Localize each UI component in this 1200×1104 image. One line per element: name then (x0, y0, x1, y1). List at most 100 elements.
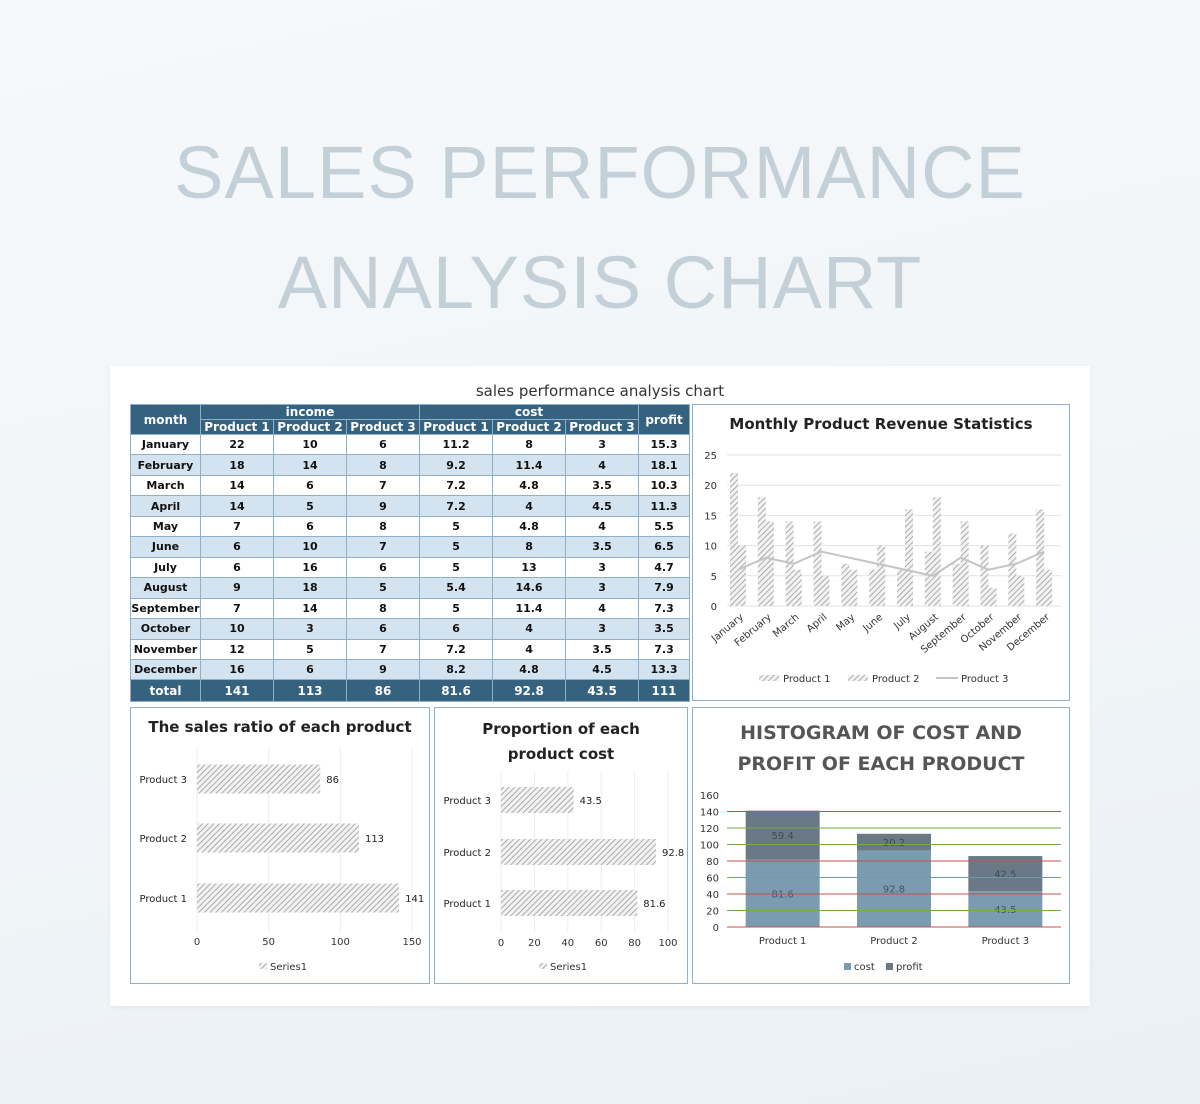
hero-title-line2: ANALYSIS CHART (277, 241, 923, 324)
table-cell: 9 (345, 495, 421, 517)
bar-product-1 (952, 563, 961, 606)
subheader-cost-product-3: Product 3 (565, 419, 640, 435)
legend-swatch-product-2 (848, 675, 868, 681)
legend-swatch-series1 (259, 963, 267, 969)
legend-swatch-profit (886, 963, 893, 970)
y-tick-label: 140 (700, 808, 719, 819)
table-cell: 3.5 (565, 474, 640, 497)
cost-profit-histogram-title: HISTOGRAM OF COST AND PROFIT OF EACH PRO… (693, 718, 1069, 780)
sales-ratio-chart-panel: The sales ratio of each product 0 50 100 15… (130, 707, 430, 984)
table-cell: 5 (419, 556, 494, 579)
bar-product-1 (1008, 533, 1017, 606)
table-cell: 3 (565, 577, 640, 599)
category-label: Product 2 (139, 834, 187, 845)
sheet-title: sales performance analysis chart (475, 382, 725, 400)
total-cell: 141 (200, 679, 274, 702)
legend-label-series1: Series1 (270, 962, 307, 973)
table-cell: 9 (200, 577, 274, 599)
bar-product-1 (841, 563, 850, 606)
y-tick-label: 60 (706, 874, 719, 885)
table-cell: 7 (345, 638, 421, 660)
data-label: 113 (365, 834, 384, 845)
table-cell: 10 (200, 618, 274, 640)
bar-profit-2 (857, 833, 931, 851)
bar-product-1 (730, 473, 738, 606)
y-tick-label: 100 (700, 841, 719, 852)
data-label-cost: 81.6 (772, 889, 794, 900)
line-product-3 (737, 550, 1045, 577)
data-label: 141 (405, 894, 424, 905)
legend-swatch-series1 (539, 963, 547, 969)
cost-profit-title-line1: HISTOGRAM OF COST AND (740, 722, 1022, 744)
bar-cost-2 (857, 850, 931, 927)
table-cell: 10 (273, 536, 347, 558)
table-cell: 4.5 (565, 495, 640, 517)
category-label: Product 1 (139, 894, 187, 905)
subheader-cost-product-2: Product 2 (492, 419, 567, 435)
category-label: Product 3 (443, 796, 491, 807)
table-cell: 7.3 (638, 597, 691, 620)
category-label: Product 1 (443, 899, 491, 910)
bar-product-2 (501, 839, 656, 865)
category-label: Product 2 (443, 848, 491, 859)
table-cell: 10 (273, 433, 347, 456)
bar-product-2 (849, 569, 858, 606)
table-cell: 13 (492, 556, 567, 579)
table-cell: 11.4 (492, 454, 567, 476)
table-cell: 6 (273, 658, 347, 681)
legend-label-series1: Series1 (550, 962, 587, 973)
table-cell: 7.3 (638, 638, 691, 660)
spreadsheet-sheet: sales performance analysis chart month i… (110, 366, 1090, 1006)
cost-proportion-title-line2: product cost (507, 745, 615, 763)
y-tick-label: 5 (711, 572, 717, 583)
sales-data-table: month income cost profit Product 1 Produ… (130, 404, 691, 702)
legend-label-profit: profit (896, 962, 923, 973)
table-cell: 8 (345, 454, 421, 476)
cost-proportion-title-line1: Proportion of each (482, 720, 640, 738)
table-cell: 6 (345, 556, 421, 579)
table-cell: 18 (273, 577, 347, 599)
table-cell: 4 (565, 597, 640, 620)
y-tick-label: 160 (700, 791, 719, 802)
table-cell: 6 (200, 556, 274, 579)
table-cell: 9.2 (419, 454, 494, 476)
table-cell: 14 (273, 597, 347, 620)
bar-product-2 (738, 545, 746, 606)
bar-product-2 (1016, 575, 1025, 606)
x-tick-label: 60 (595, 938, 608, 949)
x-tick-label: 50 (262, 937, 275, 948)
table-row: November 12 5 7 7.2 4 3.5 7.3 (130, 638, 691, 660)
x-tick-label: 0 (194, 937, 200, 948)
bar-product-1 (924, 551, 933, 606)
table-cell: 3 (565, 618, 640, 640)
table-cell: 7.2 (419, 495, 494, 517)
table-row: December 16 6 9 8.2 4.8 4.5 13.3 (130, 658, 691, 681)
table-cell: 10.3 (638, 474, 691, 497)
sales-ratio-chart: 0 50 100 150 Product 1 141 Product 2 113 Product… (139, 748, 424, 973)
bar-product-1 (1036, 509, 1045, 606)
y-tick-label: 10 (704, 542, 717, 553)
legend-swatch-product-1 (759, 675, 779, 681)
legend-label-cost: cost (854, 962, 875, 973)
table-cell: 5.4 (419, 577, 494, 599)
table-cell: 4 (492, 638, 567, 660)
table-cell: 4.8 (492, 515, 567, 538)
total-cell: 81.6 (419, 679, 494, 702)
header-income: income (199, 404, 421, 420)
table-cell: 4 (492, 495, 567, 517)
table-cell: 6 (273, 515, 347, 538)
hero-title-line1: SALES PERFORMANCE (174, 131, 1026, 214)
y-tick-label: 40 (706, 890, 719, 901)
cost-profit-histogram: 0 20 40 60 80 100 120 140 160 81.6 59.4 Product 1 92… (700, 791, 1061, 973)
table-cell: 14 (273, 454, 347, 476)
table-cell: 18.1 (638, 454, 691, 476)
y-tick-label: 20 (706, 907, 719, 918)
bar-profit-1 (745, 810, 820, 860)
legend-label-product-3: Product 3 (961, 674, 1009, 685)
bar-cost-1 (745, 859, 820, 927)
table-cell: 4.8 (492, 658, 567, 681)
row-month-cell: September (130, 597, 201, 620)
total-cell: 113 (273, 679, 347, 702)
table-cell: 5 (345, 577, 421, 599)
